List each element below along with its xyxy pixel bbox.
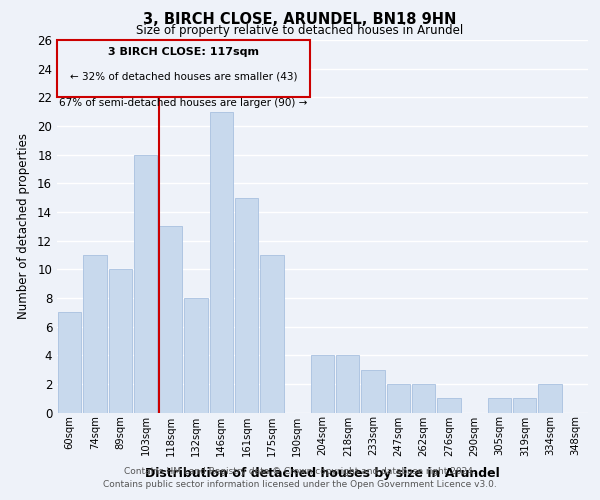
Text: Contains HM Land Registry data © Crown copyright and database right 2024.: Contains HM Land Registry data © Crown c…	[124, 467, 476, 476]
X-axis label: Distribution of detached houses by size in Arundel: Distribution of detached houses by size …	[145, 467, 500, 480]
Text: 3, BIRCH CLOSE, ARUNDEL, BN18 9HN: 3, BIRCH CLOSE, ARUNDEL, BN18 9HN	[143, 12, 457, 26]
Bar	[134, 154, 157, 412]
Bar	[58, 312, 81, 412]
Bar	[159, 226, 182, 412]
Text: Contains public sector information licensed under the Open Government Licence v3: Contains public sector information licen…	[103, 480, 497, 489]
Text: Size of property relative to detached houses in Arundel: Size of property relative to detached ho…	[136, 24, 464, 37]
Bar	[361, 370, 385, 412]
Bar	[437, 398, 461, 412]
Bar	[83, 255, 107, 412]
Bar	[387, 384, 410, 412]
Bar	[109, 269, 132, 412]
Text: ← 32% of detached houses are smaller (43): ← 32% of detached houses are smaller (43…	[70, 72, 297, 82]
Text: 67% of semi-detached houses are larger (90) →: 67% of semi-detached houses are larger (…	[59, 98, 308, 108]
Bar	[538, 384, 562, 412]
Bar	[488, 398, 511, 412]
Bar	[311, 355, 334, 412]
Bar	[260, 255, 284, 412]
Bar	[412, 384, 435, 412]
Bar	[235, 198, 258, 412]
FancyBboxPatch shape	[57, 40, 310, 98]
Bar	[336, 355, 359, 412]
Y-axis label: Number of detached properties: Number of detached properties	[17, 133, 30, 320]
Text: 3 BIRCH CLOSE: 117sqm: 3 BIRCH CLOSE: 117sqm	[108, 48, 259, 58]
Bar	[513, 398, 536, 412]
Bar	[210, 112, 233, 412]
Bar	[184, 298, 208, 412]
